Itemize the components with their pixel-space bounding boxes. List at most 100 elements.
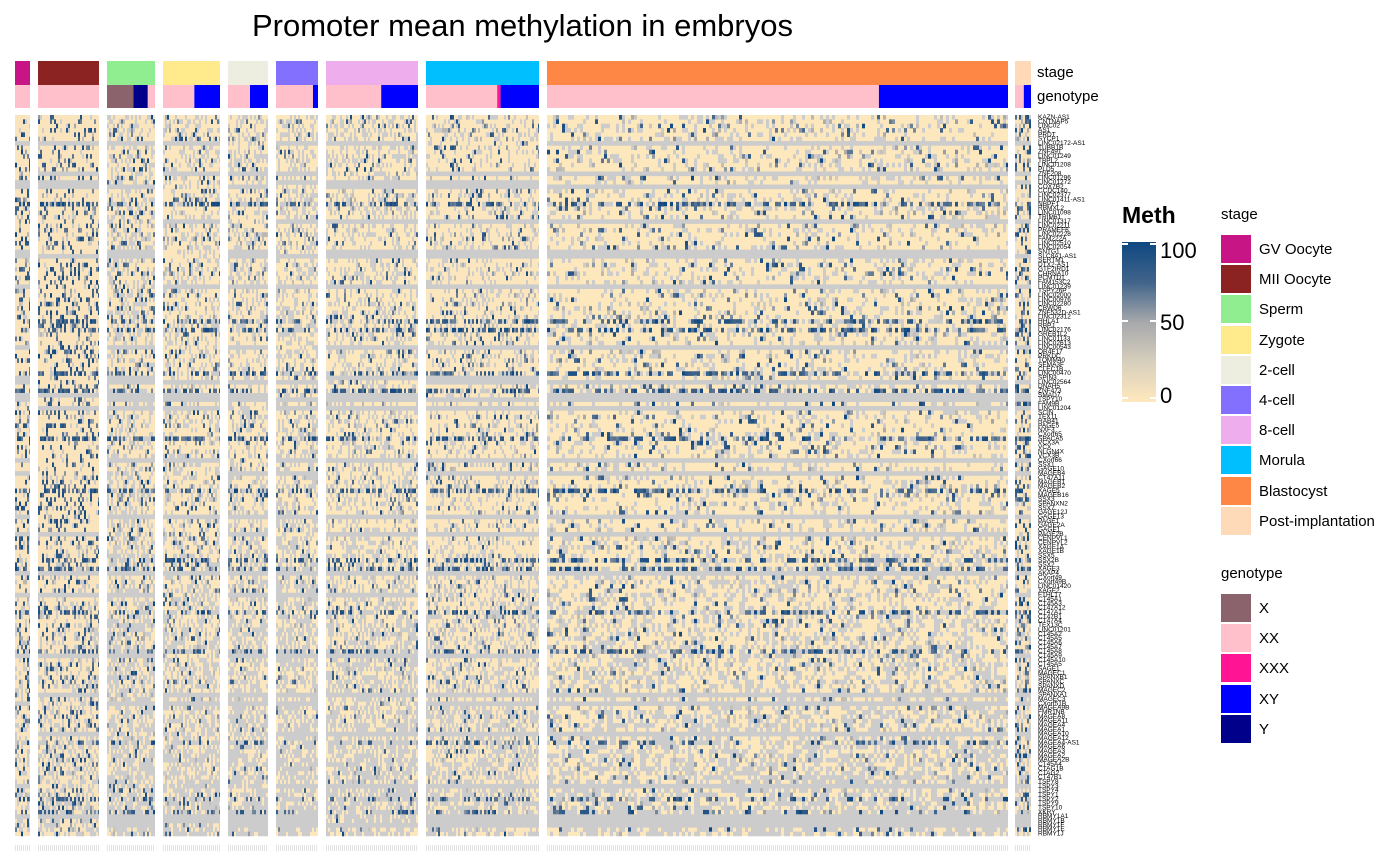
heatmap-cell bbox=[129, 367, 131, 372]
heatmap-cell bbox=[60, 727, 62, 732]
heatmap-cell bbox=[64, 562, 66, 567]
heatmap-cell bbox=[98, 176, 99, 181]
heatmap-cell bbox=[46, 606, 48, 611]
heatmap-cell bbox=[181, 337, 183, 342]
heatmap-cell bbox=[107, 389, 109, 394]
heatmap-cell bbox=[211, 302, 213, 307]
heatmap-cell bbox=[163, 276, 165, 281]
heatmap-cell bbox=[191, 289, 193, 294]
heatmap-cell bbox=[109, 180, 111, 185]
heatmap-cell bbox=[209, 180, 211, 185]
heatmap-cell bbox=[121, 671, 123, 676]
heatmap-cell bbox=[74, 462, 76, 467]
heatmap-cell bbox=[98, 293, 99, 298]
heatmap-cell bbox=[197, 263, 199, 268]
heatmap-cell bbox=[117, 619, 119, 624]
heatmap-cell bbox=[15, 601, 17, 606]
heatmap-cell bbox=[74, 649, 76, 654]
heatmap-cell bbox=[179, 202, 181, 207]
heatmap-cell bbox=[107, 597, 109, 602]
heatmap-cell bbox=[52, 436, 54, 441]
heatmap-cell bbox=[203, 280, 205, 285]
heatmap-cell bbox=[171, 271, 173, 276]
heatmap-cell bbox=[86, 432, 88, 437]
heatmap-cell bbox=[141, 211, 143, 216]
heatmap-cell bbox=[40, 810, 42, 815]
heatmap-cell bbox=[149, 810, 151, 815]
heatmap-cell bbox=[96, 280, 98, 285]
heatmap-cell bbox=[27, 780, 29, 785]
heatmap-cell bbox=[23, 649, 25, 654]
heatmap-cell bbox=[129, 293, 131, 298]
heatmap-cell bbox=[76, 202, 78, 207]
heatmap-cell bbox=[109, 649, 111, 654]
heatmap-cell bbox=[98, 662, 99, 667]
heatmap-cell bbox=[119, 658, 121, 663]
heatmap-cell bbox=[76, 793, 78, 798]
heatmap-cell bbox=[64, 410, 66, 415]
heatmap-cell bbox=[15, 762, 17, 767]
heatmap-cell bbox=[171, 306, 173, 311]
heatmap-cell bbox=[139, 801, 141, 806]
heatmap-cell bbox=[143, 198, 145, 203]
heatmap-cell bbox=[133, 337, 135, 342]
heatmap-cell bbox=[151, 462, 153, 467]
heatmap-cell bbox=[52, 697, 54, 702]
heatmap-cell bbox=[115, 237, 117, 242]
heatmap-cell bbox=[147, 423, 149, 428]
heatmap-cell bbox=[143, 601, 145, 606]
heatmap-cell bbox=[139, 758, 141, 763]
heatmap-cell bbox=[137, 628, 139, 633]
heatmap-cell bbox=[147, 788, 149, 793]
heatmap-cell bbox=[15, 232, 17, 237]
heatmap-svg: KAZN-AS1CNTNAP5LINC02AS1PRDTSYCP1LINC021… bbox=[0, 0, 1110, 866]
heatmap-cell bbox=[23, 489, 25, 494]
heatmap-cell bbox=[115, 740, 117, 745]
heatmap-cell bbox=[125, 706, 127, 711]
heatmap-cell bbox=[27, 793, 29, 798]
heatmap-cell bbox=[123, 784, 125, 789]
heatmap-cell bbox=[76, 727, 78, 732]
heatmap-cell bbox=[23, 762, 25, 767]
heatmap-cell bbox=[66, 706, 68, 711]
genotype-cell-mii-oocyte-xx bbox=[38, 85, 99, 108]
heatmap-cell bbox=[82, 462, 84, 467]
heatmap-cell bbox=[74, 124, 76, 129]
heatmap-cell bbox=[96, 632, 98, 637]
heatmap-cell bbox=[84, 436, 86, 441]
heatmap-cell bbox=[123, 202, 125, 207]
heatmap-cell bbox=[123, 245, 125, 250]
heatmap-cell bbox=[50, 801, 52, 806]
heatmap-cell bbox=[151, 688, 153, 693]
heatmap-cell bbox=[56, 506, 58, 511]
heatmap-cell bbox=[111, 510, 113, 515]
heatmap-cell bbox=[17, 801, 19, 806]
heatmap-cell bbox=[167, 402, 169, 407]
heatmap-cell bbox=[129, 258, 131, 263]
heatmap-cell bbox=[151, 154, 153, 159]
heatmap-cell bbox=[56, 606, 58, 611]
heatmap-cell bbox=[17, 645, 19, 650]
heatmap-cell bbox=[187, 423, 189, 428]
heatmap-cell bbox=[127, 150, 129, 155]
heatmap-cell bbox=[58, 723, 60, 728]
heatmap-cell bbox=[125, 519, 127, 524]
heatmap-cell bbox=[133, 554, 135, 559]
heatmap-cell bbox=[27, 740, 29, 745]
heatmap-cell bbox=[209, 258, 211, 263]
heatmap-cell bbox=[117, 784, 119, 789]
heatmap-cell bbox=[207, 371, 209, 376]
heatmap-cell bbox=[209, 215, 211, 220]
heatmap-cell bbox=[141, 489, 143, 494]
heatmap-cell bbox=[119, 211, 121, 216]
heatmap-cell bbox=[62, 797, 64, 802]
heatmap-cell bbox=[88, 784, 90, 789]
heatmap-cell bbox=[131, 132, 133, 137]
heatmap-cell bbox=[145, 558, 147, 563]
heatmap-na-row bbox=[38, 654, 99, 659]
heatmap-cell bbox=[121, 510, 123, 515]
heatmap-cell bbox=[211, 323, 213, 328]
heatmap-cell bbox=[129, 562, 131, 567]
heatmap-cell bbox=[21, 171, 23, 176]
heatmap-cell bbox=[23, 714, 25, 719]
